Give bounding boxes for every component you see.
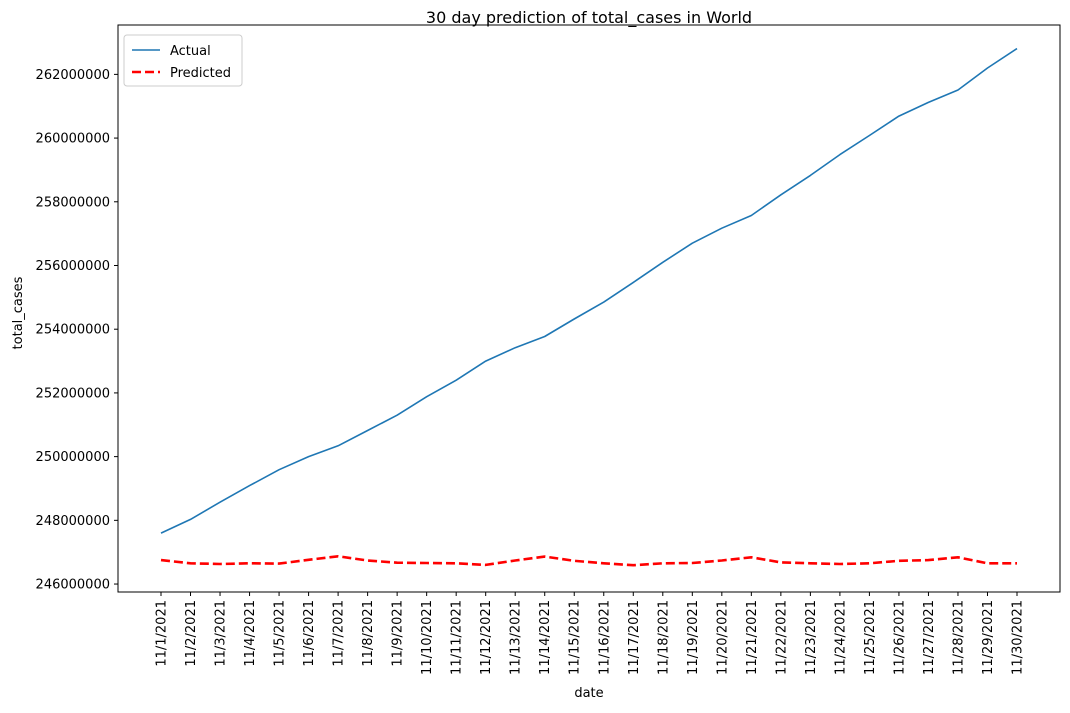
y-tick-label: 250000000 [36,450,110,465]
x-tick-label: 11/4/2021 [243,600,258,667]
x-tick-label: 11/11/2021 [450,600,465,675]
x-tick-label: 11/30/2021 [1011,600,1026,675]
x-tick-label: 11/10/2021 [420,600,435,675]
y-axis: 246000000 248000000 250000000 252000000 2540… [36,68,118,593]
x-axis: 11/1/2021 11/2/2021 11/3/2021 11/4/2021 11/5… [155,592,1026,675]
y-tick-label: 260000000 [36,132,110,147]
series-line-actual [160,47,1018,534]
y-tick-label: 252000000 [36,386,110,401]
legend-label-actual: Actual [170,44,211,59]
x-tick-label: 11/16/2021 [597,600,612,675]
x-tick-label: 11/28/2021 [951,600,966,675]
x-tick-label: 11/14/2021 [538,600,553,675]
y-tick-label: 246000000 [36,578,110,593]
x-axis-label: date [574,686,603,701]
x-tick-label: 11/29/2021 [981,600,996,675]
x-tick-label: 11/23/2021 [804,600,819,675]
y-tick-label: 258000000 [36,195,110,210]
x-tick-label: 11/7/2021 [332,600,347,667]
x-tick-label: 11/12/2021 [479,600,494,675]
x-tick-label: 11/2/2021 [184,600,199,667]
x-tick-label: 11/26/2021 [892,600,907,675]
series-layer [160,47,1018,567]
y-tick-label: 256000000 [36,259,110,274]
x-tick-label: 11/8/2021 [361,600,376,667]
x-tick-label: 11/9/2021 [391,600,406,667]
x-tick-label: 11/1/2021 [155,600,170,667]
x-tick-label: 11/5/2021 [273,600,288,667]
x-tick-label: 11/24/2021 [833,600,848,675]
x-tick-label: 11/6/2021 [302,600,317,667]
x-tick-label: 11/20/2021 [715,600,730,675]
y-axis-label: total_cases [11,276,26,349]
x-tick-label: 11/3/2021 [214,600,229,667]
x-tick-label: 11/25/2021 [863,600,878,675]
chart-title: 30 day prediction of total_cases in Worl… [426,8,752,28]
y-tick-label: 254000000 [36,323,110,338]
y-tick-label: 262000000 [36,68,110,83]
x-tick-label: 11/15/2021 [568,600,583,675]
y-tick-label: 248000000 [36,514,110,529]
x-tick-label: 11/21/2021 [745,600,760,675]
x-tick-label: 11/22/2021 [774,600,789,675]
legend: Actual Predicted [123,34,243,87]
x-tick-label: 11/17/2021 [627,600,642,675]
series-line-predicted [160,554,1017,567]
x-tick-label: 11/18/2021 [656,600,671,675]
legend-label-predicted: Predicted [170,66,231,81]
x-tick-label: 11/13/2021 [509,600,524,675]
x-tick-label: 11/19/2021 [686,600,701,675]
x-tick-label: 11/27/2021 [922,600,937,675]
plot-area-frame [117,24,1061,593]
